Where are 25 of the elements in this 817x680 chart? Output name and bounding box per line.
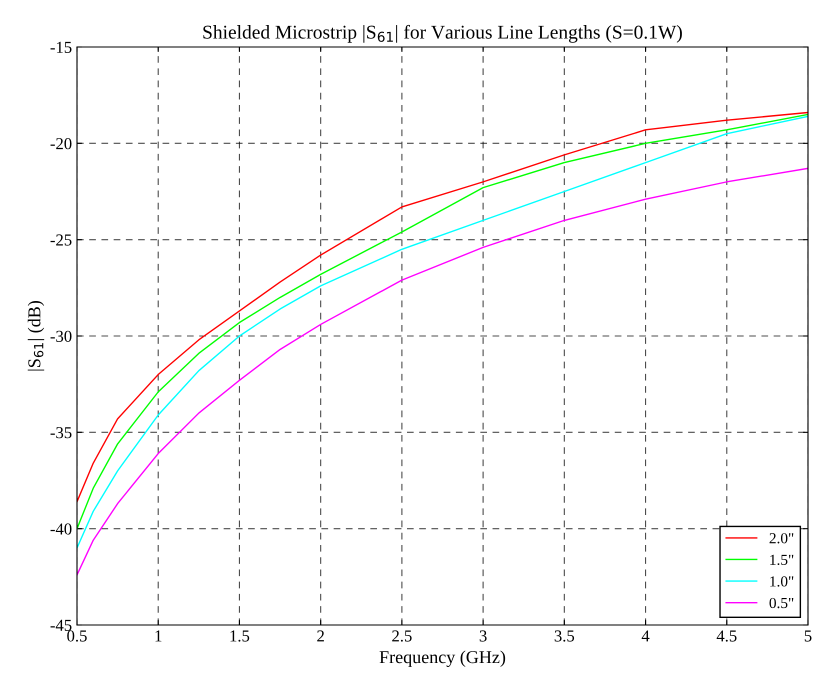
x-axis-title: Frequency (GHz) — [380, 650, 506, 667]
chart-title: Shielded Microstrip |S$_{61}$| for Various Line Lengths (S=0.1W) — [203, 24, 682, 43]
y-tick-label: -45 — [50, 620, 72, 631]
legend-label: 1.5" — [770, 554, 794, 566]
y-tick-label: -15 — [50, 42, 72, 53]
x-tick-label: 5 — [804, 630, 812, 642]
legend-label: 0.5" — [770, 598, 794, 608]
y-tick-label: -20 — [50, 138, 72, 150]
x-tick-label: 4 — [642, 630, 650, 642]
y-tick-label: -25 — [50, 234, 72, 246]
x-tick-label: 3.5 — [554, 630, 574, 642]
x-tick-label: 2 — [317, 630, 324, 642]
y-tick-label: -30 — [50, 330, 72, 342]
legend-label: 2.0" — [770, 533, 794, 544]
x-tick-label: 0.5 — [67, 630, 87, 642]
legend-label: 1.0" — [770, 576, 794, 587]
x-tick-label: 1 — [156, 630, 162, 642]
y-axis-title: |S$_{61}$| (dB) — [28, 301, 44, 370]
y-tick-label: -35 — [50, 427, 72, 438]
x-tick-label: 3 — [480, 630, 487, 642]
x-tick-label: 2.5 — [392, 630, 412, 642]
y-tick-label: -40 — [50, 523, 72, 535]
line-series — [77, 168, 808, 576]
x-tick-label: 1.5 — [230, 630, 250, 642]
x-tick-label: 4.5 — [716, 630, 737, 642]
